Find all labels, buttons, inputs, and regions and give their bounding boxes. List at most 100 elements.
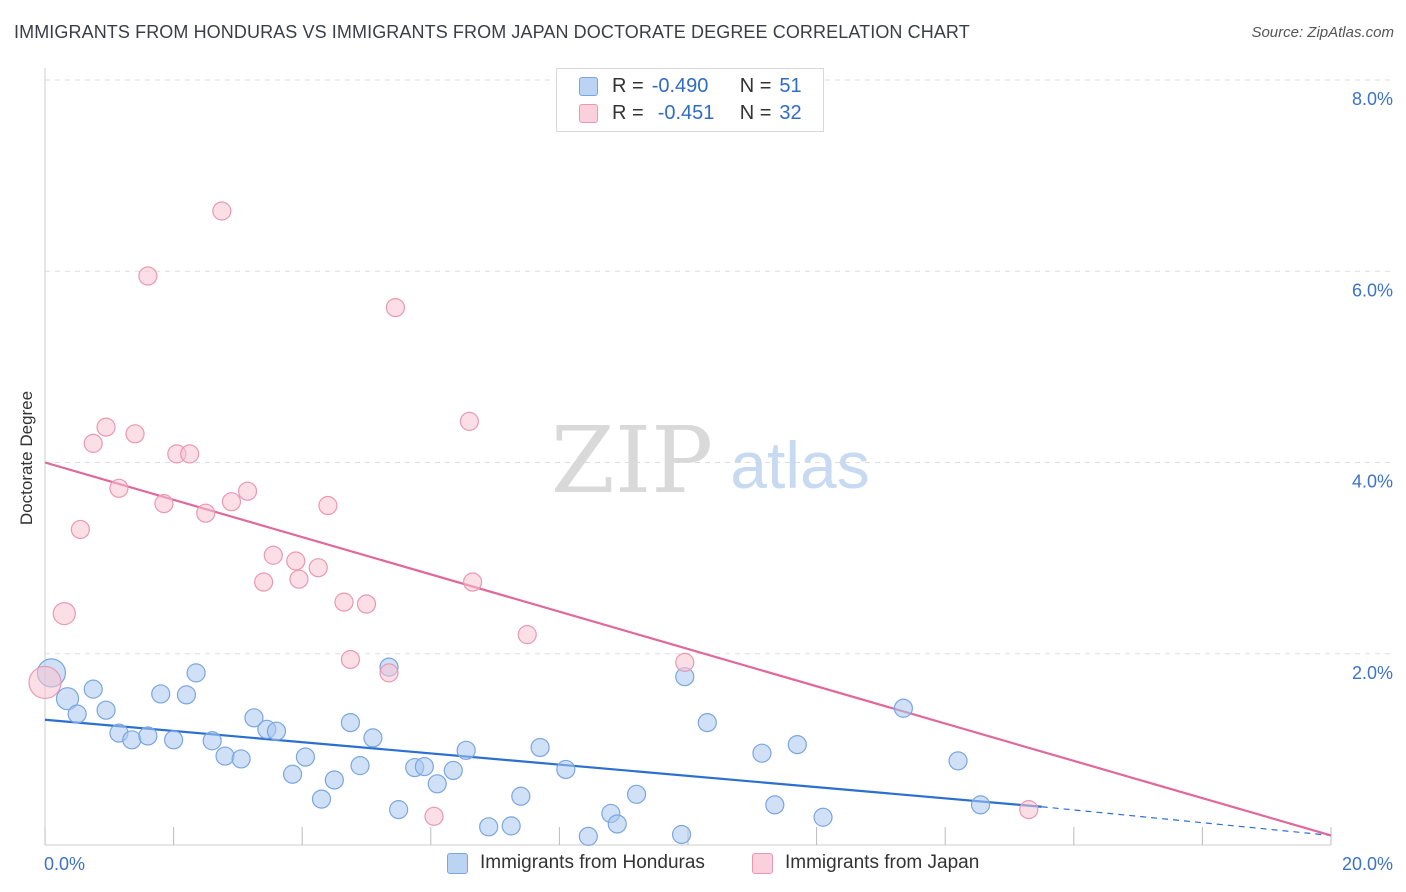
watermark-zip: ZIP — [551, 407, 713, 514]
honduras-point — [138, 726, 158, 746]
japan-point — [286, 551, 306, 571]
japan-point — [263, 545, 283, 565]
x-tick-label: 0.0% — [44, 854, 85, 874]
honduras-point — [311, 789, 332, 809]
japan-point — [96, 417, 116, 437]
y-tick-label: 6.0% — [1352, 280, 1393, 300]
japan-point — [212, 201, 232, 221]
honduras-point — [671, 824, 692, 845]
honduras-point — [697, 712, 717, 733]
japan-point — [70, 519, 90, 540]
bottom-legend: Immigrants from Honduras Immigrants from… — [0, 852, 1406, 878]
grid-lines — [45, 79, 1391, 655]
y-tick-label: 2.0% — [1352, 663, 1393, 683]
japan-point — [424, 806, 444, 826]
honduras-point — [556, 759, 576, 780]
honduras-point — [578, 826, 598, 846]
japan-point — [180, 444, 200, 464]
legend-row-honduras: R = -0.490 N = 51 — [579, 74, 802, 98]
legend-n-value: 51 — [779, 74, 802, 97]
honduras-point — [340, 712, 361, 733]
honduras-point — [122, 730, 142, 750]
japan-point — [385, 297, 406, 318]
honduras-point — [96, 700, 116, 720]
bottom-legend-swatch-japan — [752, 852, 773, 874]
bottom-legend-japan: Immigrants from Japan — [752, 852, 979, 874]
japan-point — [221, 492, 242, 512]
japan-point — [517, 625, 537, 645]
legend-n-label: N = — [739, 74, 772, 97]
bottom-legend-label-japan: Immigrants from Japan — [785, 852, 980, 873]
honduras-point — [389, 800, 409, 820]
honduras-point — [948, 751, 968, 771]
legend-row-japan: R = -0.451 N = 32 — [579, 101, 802, 125]
japan-point — [154, 494, 174, 514]
honduras-point — [479, 817, 499, 837]
honduras-point — [55, 687, 80, 711]
legend-r-value: -0.451 — [657, 101, 715, 124]
watermark-atlas: atlas — [730, 428, 869, 502]
bottom-legend-swatch-honduras — [447, 852, 468, 874]
honduras-point — [176, 685, 197, 705]
bottom-legend-label-honduras: Immigrants from Honduras — [480, 852, 705, 873]
honduras-point — [231, 749, 251, 769]
japan-point — [52, 601, 76, 626]
honduras-point — [363, 728, 383, 748]
japan-trend-line — [44, 461, 1332, 837]
honduras-point — [186, 663, 206, 683]
japan-point — [125, 424, 145, 444]
japan-point — [334, 592, 354, 612]
tick-labels: 2.0% 4.0% 6.0% 8.0% 0.0% 20.0% — [44, 89, 1393, 874]
japan-point — [196, 503, 216, 523]
honduras-point — [151, 684, 171, 704]
watermark: ZIP atlas — [551, 407, 870, 514]
chart-title: IMMIGRANTS FROM HONDURAS VS IMMIGRANTS F… — [14, 22, 970, 42]
japan-point — [138, 266, 158, 286]
honduras-point — [83, 679, 103, 699]
x-tick-label: 20.0% — [1342, 854, 1393, 874]
legend-r-label: R = — [612, 74, 644, 97]
honduras-point — [443, 760, 463, 781]
japan-point — [340, 649, 361, 670]
japan-point — [237, 481, 258, 501]
honduras-point — [282, 764, 303, 784]
honduras-point — [511, 786, 531, 806]
honduras-point — [530, 737, 550, 758]
honduras-point — [752, 743, 772, 763]
y-tick-label: 4.0% — [1352, 472, 1393, 492]
legend-n-value: 32 — [779, 101, 802, 124]
data-points — [28, 201, 1039, 846]
honduras-point — [67, 704, 87, 724]
honduras-trend-line-extension — [1041, 806, 1332, 837]
y-tick-label: 8.0% — [1352, 89, 1393, 109]
honduras-point — [456, 740, 476, 760]
japan-point — [379, 663, 399, 683]
japan-point — [83, 433, 103, 453]
legend-r-label: R = — [612, 101, 644, 124]
honduras-point — [427, 774, 447, 794]
honduras-point — [765, 795, 785, 815]
honduras-point — [414, 756, 434, 777]
japan-point — [28, 665, 62, 700]
honduras-point — [813, 807, 833, 827]
japan-point — [254, 572, 274, 592]
japan-point — [289, 569, 309, 589]
legend-swatch-japan — [579, 103, 598, 123]
bottom-legend-honduras: Immigrants from Honduras — [447, 852, 705, 874]
honduras-point — [607, 814, 627, 834]
honduras-point — [164, 730, 184, 750]
honduras-point — [202, 731, 222, 751]
japan-point — [356, 594, 377, 614]
japan-point — [459, 411, 479, 431]
honduras-point — [295, 747, 316, 767]
honduras-point — [266, 721, 287, 741]
honduras-point — [244, 708, 264, 728]
honduras-point — [626, 784, 647, 804]
japan-point — [1019, 800, 1039, 820]
japan-point — [675, 652, 695, 672]
legend-swatch-honduras — [579, 76, 598, 96]
source-label: Source: ZipAtlas.com — [1251, 24, 1394, 41]
legend-n-label: N = — [739, 101, 772, 124]
legend: R = -0.490 N = 51 R = -0.451 N = 32 — [556, 68, 824, 132]
